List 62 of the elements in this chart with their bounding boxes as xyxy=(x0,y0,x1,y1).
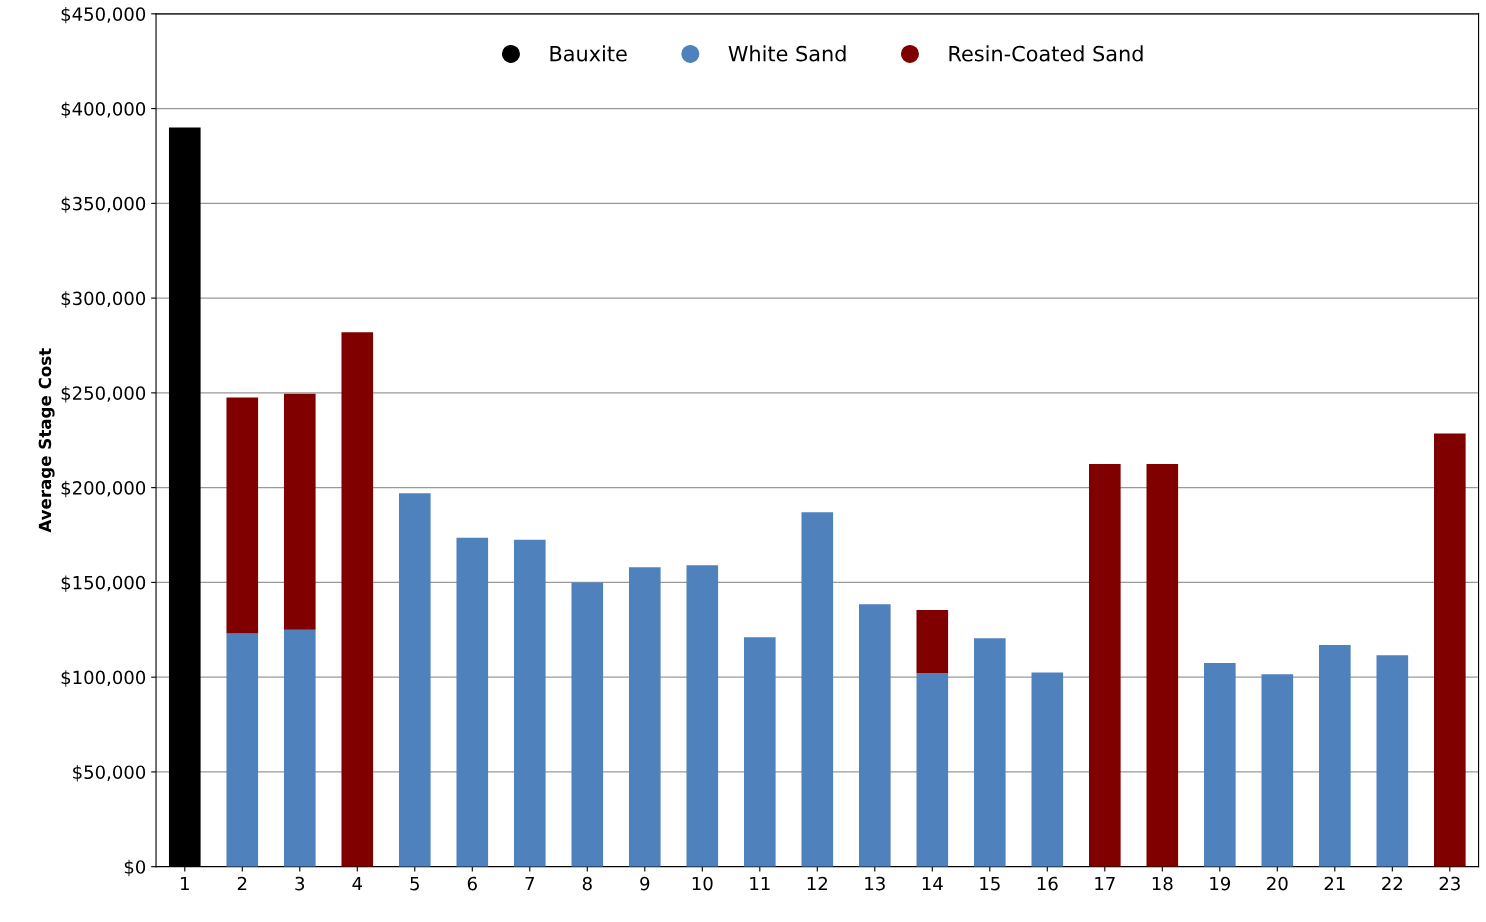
x-tick-label: 5 xyxy=(410,876,419,891)
bar xyxy=(686,565,719,867)
x-tick-label: 13 xyxy=(865,876,885,891)
legend-label: Resin-Coated Sand xyxy=(949,45,1143,62)
bar xyxy=(973,638,1006,867)
y-tick-label: $400,000 xyxy=(61,101,146,119)
bar xyxy=(1261,674,1294,867)
y-tick-label: $250,000 xyxy=(61,386,146,403)
bar xyxy=(801,512,834,867)
bar xyxy=(456,537,489,867)
x-tick-label: 17 xyxy=(1095,876,1115,891)
bar xyxy=(1031,672,1064,867)
bar xyxy=(226,633,259,867)
bar xyxy=(341,332,374,867)
x-tick-label: 12 xyxy=(807,876,827,891)
y-tick-label: $50,000 xyxy=(73,765,146,782)
bar xyxy=(1319,644,1351,867)
bar xyxy=(628,567,661,867)
bar xyxy=(1376,655,1409,867)
bar xyxy=(571,582,604,867)
x-tick-label: 8 xyxy=(582,876,592,891)
x-tick-label: 23 xyxy=(1439,876,1460,891)
x-tick-label: 15 xyxy=(980,876,1000,891)
legend-label: White Sand xyxy=(728,45,846,62)
y-tick-label: $300,000 xyxy=(61,291,146,308)
y-tick-label: $100,000 xyxy=(61,670,146,687)
bar xyxy=(226,397,259,634)
y-tick-label: $450,000 xyxy=(61,6,146,24)
x-tick-label: 11 xyxy=(750,876,770,891)
bar xyxy=(1089,463,1121,867)
x-tick-label: 10 xyxy=(692,876,713,891)
x-tick-label: 1 xyxy=(181,876,189,891)
bar xyxy=(916,673,949,867)
bar xyxy=(743,637,776,867)
x-tick-label: 4 xyxy=(352,876,363,891)
bar xyxy=(1434,433,1466,867)
bar xyxy=(513,539,546,867)
y-tick-label: $350,000 xyxy=(61,196,146,213)
x-tick-label: 21 xyxy=(1324,876,1345,891)
legend-label: Bauxite xyxy=(550,45,627,62)
bar xyxy=(858,604,891,867)
bar xyxy=(1146,463,1179,867)
x-tick-label: 3 xyxy=(295,876,305,891)
x-tick-label: 18 xyxy=(1152,876,1173,891)
bar xyxy=(283,629,316,867)
x-tick-label: 22 xyxy=(1382,876,1402,891)
y-tick-label: $150,000 xyxy=(61,575,146,592)
x-tick-label: 2 xyxy=(237,876,247,891)
x-tick-label: 16 xyxy=(1037,876,1058,891)
bar xyxy=(916,609,949,674)
x-tick-label: 14 xyxy=(922,876,943,891)
x-tick-label: 19 xyxy=(1210,876,1231,891)
x-tick-label: 7 xyxy=(525,876,534,891)
bar xyxy=(1204,662,1236,867)
y-axis-title: Average Stage Cost xyxy=(38,348,55,533)
x-tick-label: 9 xyxy=(640,876,650,891)
y-tick-label: $0 xyxy=(124,859,146,877)
bar xyxy=(283,393,316,630)
bar xyxy=(398,493,431,867)
x-tick-label: 6 xyxy=(467,876,477,891)
y-tick-label: $200,000 xyxy=(61,480,146,498)
x-tick-label: 20 xyxy=(1267,876,1288,891)
